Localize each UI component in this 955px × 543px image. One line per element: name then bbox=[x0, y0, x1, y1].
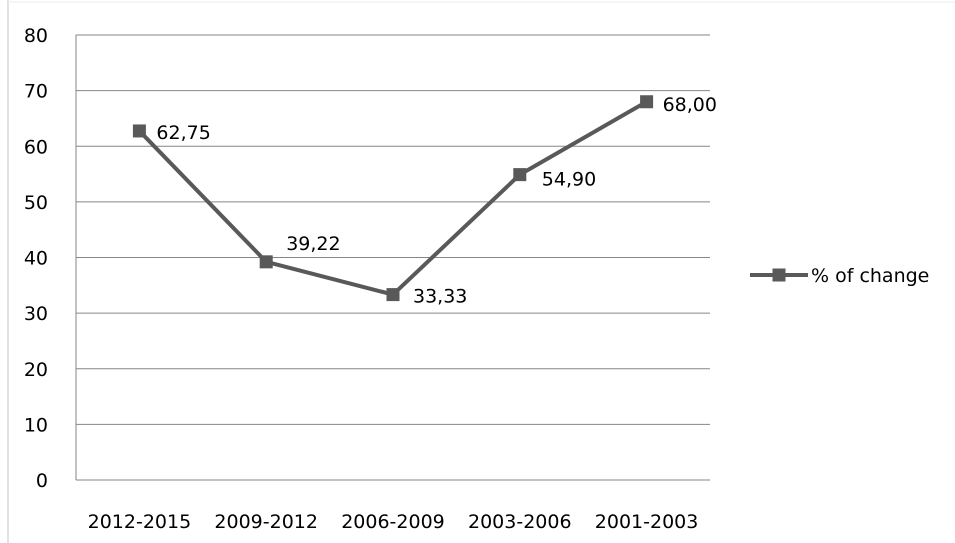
data-label: 62,75 bbox=[156, 122, 210, 144]
x-tick-label: 2009-2012 bbox=[214, 511, 318, 533]
data-point-marker bbox=[386, 288, 400, 302]
series-line bbox=[137, 100, 648, 297]
y-tick-label: 80 bbox=[24, 25, 48, 47]
y-tick-label: 0 bbox=[36, 470, 48, 492]
x-tick-labels: 2012-2015 2009-2012 2006-2009 2003-2006 2001… bbox=[88, 511, 699, 533]
x-tick-label: 2003-2006 bbox=[468, 511, 572, 533]
data-point-marker bbox=[513, 168, 527, 182]
data-point-marker bbox=[132, 124, 146, 138]
legend-marker-swatch bbox=[772, 268, 786, 282]
data-point-marker bbox=[259, 255, 273, 269]
data-label: 39,22 bbox=[286, 233, 340, 255]
x-tick-label: 2006-2009 bbox=[341, 511, 445, 533]
data-labels: 62,75 39,22 33,33 54,90 68,00 bbox=[156, 94, 717, 308]
y-tick-label: 60 bbox=[24, 136, 48, 158]
x-tick-label: 2012-2015 bbox=[88, 511, 192, 533]
y-tick-label: 30 bbox=[24, 303, 48, 325]
legend-label: % of change bbox=[811, 265, 929, 287]
y-tick-labels: 0 10 20 30 40 50 60 70 80 bbox=[24, 25, 48, 492]
x-tick-label: 2001-2003 bbox=[595, 511, 699, 533]
gridlines bbox=[76, 34, 710, 481]
data-label: 68,00 bbox=[663, 94, 717, 116]
y-tick-label: 70 bbox=[24, 81, 48, 103]
series-percent-of-change bbox=[132, 95, 654, 302]
data-label: 54,90 bbox=[542, 169, 596, 191]
legend: % of change bbox=[750, 265, 929, 287]
y-tick-label: 20 bbox=[24, 359, 48, 381]
y-tick-label: 50 bbox=[24, 192, 48, 214]
data-point-marker bbox=[640, 95, 654, 109]
y-tick-label: 40 bbox=[24, 248, 48, 270]
data-label: 33,33 bbox=[413, 286, 467, 308]
y-tick-label: 10 bbox=[24, 414, 48, 436]
